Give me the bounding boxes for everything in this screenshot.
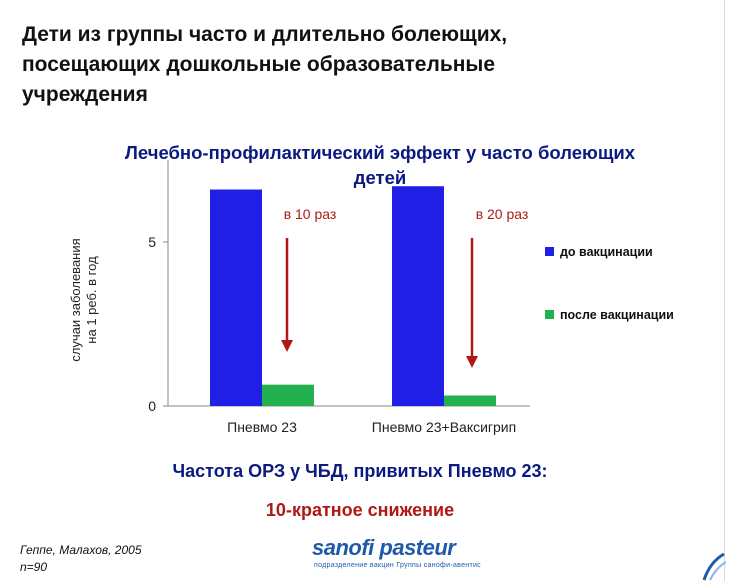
bar <box>444 395 496 406</box>
x-category-label: Пневмо 23 <box>227 419 297 435</box>
reduction-arrow-head <box>466 356 478 368</box>
corner-swoosh-icon <box>702 552 726 581</box>
right-border-panel <box>724 0 751 581</box>
sanofi-pasteur-logo: sanofi pasteur <box>312 535 456 560</box>
legend-swatch <box>545 310 554 319</box>
page-title-line-3: учреждения <box>22 83 148 106</box>
bar <box>392 186 444 406</box>
reduction-arrow-head <box>281 340 293 352</box>
legend-label: после вакцинации <box>560 308 674 322</box>
legend-label: до вакцинации <box>560 245 653 259</box>
logo-tagline: подразделение вакцин Группы санофи-авент… <box>314 562 481 569</box>
page-title-line-2: посещающих дошкольные образовательные <box>22 53 496 76</box>
source-line-1: Геппе, Малахов, 2005 <box>20 543 142 557</box>
y-axis-label: случаи заболевания <box>68 238 83 361</box>
chart-caption: Частота ОРЗ у ЧБД, привитых Пневмо 23: <box>172 461 548 481</box>
chart-title-line-1: Лечебно-профилактический эффект у часто … <box>124 142 636 163</box>
source-citation: Геппе, Малахов, 2005 n=90 <box>20 542 142 576</box>
page-title: Дети из группы часто и длительно болеющи… <box>22 20 662 110</box>
legend-swatch <box>545 247 554 256</box>
y-tick-label: 5 <box>148 234 156 250</box>
chart-subcaption: 10-кратное снижение <box>265 500 455 520</box>
bar <box>210 189 262 406</box>
y-tick-label: 0 <box>148 398 156 414</box>
x-category-label: Пневмо 23+Ваксигрип <box>372 419 516 435</box>
reduction-annotation: в 10 раз <box>284 206 337 222</box>
chart-title-line-2: детей <box>353 167 407 188</box>
chart-title: Лечебно-профилактический эффект у часто … <box>40 140 720 190</box>
page-title-line-1: Дети из группы часто и длительно болеющи… <box>22 23 508 46</box>
bar <box>262 384 314 406</box>
y-axis-label: на 1 реб. в год <box>84 256 99 344</box>
reduction-annotation: в 20 раз <box>476 206 529 222</box>
source-line-2: n=90 <box>20 560 48 574</box>
